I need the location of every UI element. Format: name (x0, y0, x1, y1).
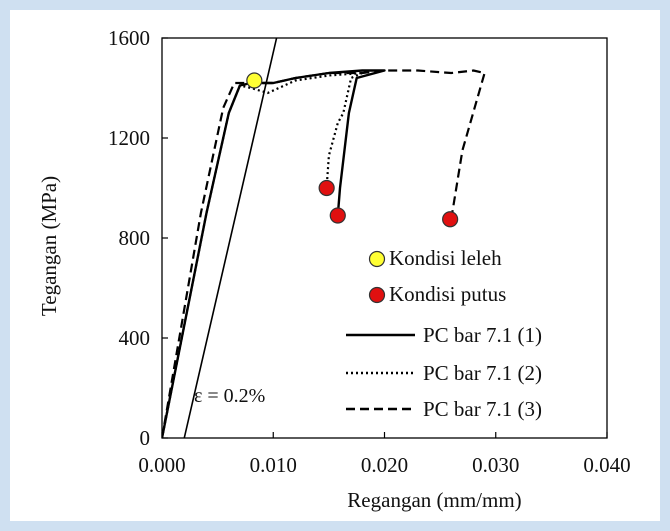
series-layer (162, 38, 486, 438)
break-point-1 (318, 179, 335, 197)
y-tick-label: 1200 (108, 126, 150, 150)
x-axis-label: Regangan (mm/mm) (347, 488, 521, 512)
x-tick-label: 0.020 (361, 453, 408, 477)
legend-label-series-1: PC bar 7.1 (1) (423, 323, 542, 347)
break-point-3 (442, 211, 459, 228)
legend-marker-2 (368, 286, 386, 304)
plot-area (162, 38, 607, 438)
legend-label-series-2: PC bar 7.1 (2) (423, 361, 542, 385)
legend-label-marker-1: Kondisi leleh (389, 246, 502, 270)
x-tick-label: 0.000 (138, 453, 185, 477)
chart-frame: 0.000 0.010 0.020 0.030 0.040 0 400 800 1200 1600… (10, 10, 660, 521)
legend: Kondisi leleh Kondisi putus PC bar 7.1 (1)… (346, 246, 542, 421)
legend-marker-1 (368, 250, 386, 268)
x-tick-label: 0.040 (583, 453, 630, 477)
yield-point-1 (246, 72, 263, 89)
series-line-3 (162, 69, 486, 438)
markers-layer (246, 72, 459, 228)
plot-background (162, 38, 607, 438)
x-tick-label: 0.030 (472, 453, 519, 477)
series-line-2 (162, 69, 369, 438)
y-tick-label: 0 (140, 426, 151, 450)
y-tick-label: 1600 (108, 26, 150, 50)
offset-line (183, 38, 278, 438)
x-tick-label: 0.010 (250, 453, 297, 477)
ticks-layer: 0.000 0.010 0.020 0.030 0.040 0 400 800 1200 1600 (108, 26, 631, 477)
y-tick-label: 400 (119, 326, 151, 350)
y-axis-label: Tegangan (MPa) (37, 176, 61, 316)
y-tick-label: 800 (119, 226, 151, 250)
break-point-2 (329, 207, 346, 224)
legend-label-series-3: PC bar 7.1 (3) (423, 397, 542, 421)
offset-line-label: ε = 0.2% (194, 385, 265, 407)
stress-strain-chart: 0.000 0.010 0.020 0.030 0.040 0 400 800 1200 1600… (37, 26, 631, 512)
legend-label-marker-2: Kondisi putus (389, 282, 506, 306)
